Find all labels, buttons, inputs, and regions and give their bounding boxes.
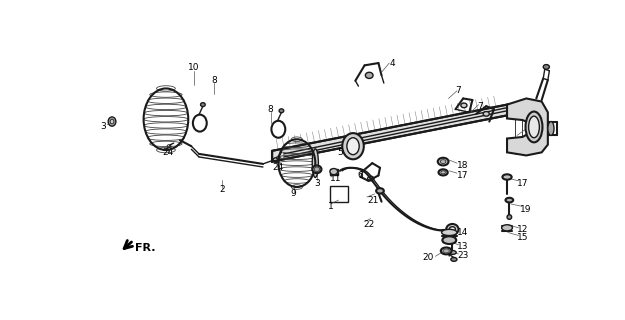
Ellipse shape xyxy=(312,149,318,178)
Text: 21: 21 xyxy=(367,196,378,204)
Ellipse shape xyxy=(439,169,448,175)
Ellipse shape xyxy=(442,229,457,236)
Text: 12: 12 xyxy=(517,225,528,234)
Text: 24: 24 xyxy=(162,148,174,157)
Ellipse shape xyxy=(529,116,539,138)
Ellipse shape xyxy=(461,103,467,108)
Ellipse shape xyxy=(312,165,321,173)
Text: 5: 5 xyxy=(338,148,343,157)
Text: FR.: FR. xyxy=(135,243,156,253)
Bar xyxy=(330,186,348,202)
Text: 10: 10 xyxy=(188,63,199,72)
Ellipse shape xyxy=(543,65,549,69)
Ellipse shape xyxy=(526,112,542,142)
Ellipse shape xyxy=(507,215,512,219)
Text: 8: 8 xyxy=(268,105,274,114)
Ellipse shape xyxy=(438,158,449,165)
Text: 3: 3 xyxy=(314,179,320,188)
Ellipse shape xyxy=(108,117,116,126)
Ellipse shape xyxy=(110,119,114,124)
Text: 24: 24 xyxy=(272,163,284,172)
Text: 18: 18 xyxy=(457,161,469,170)
Ellipse shape xyxy=(201,103,205,107)
Ellipse shape xyxy=(279,109,284,113)
Ellipse shape xyxy=(446,224,459,235)
Text: 23: 23 xyxy=(457,251,468,260)
Text: 17: 17 xyxy=(517,179,529,188)
Ellipse shape xyxy=(449,227,456,232)
Text: 1: 1 xyxy=(328,202,333,211)
Text: 11: 11 xyxy=(330,174,341,183)
Text: 3: 3 xyxy=(100,123,106,132)
Polygon shape xyxy=(507,99,548,156)
Text: 14: 14 xyxy=(457,228,468,237)
Polygon shape xyxy=(272,105,507,162)
Text: 19: 19 xyxy=(520,205,532,214)
Ellipse shape xyxy=(449,251,456,254)
Ellipse shape xyxy=(451,258,457,261)
Text: 7: 7 xyxy=(456,86,461,95)
Text: 9: 9 xyxy=(291,189,297,198)
Ellipse shape xyxy=(548,122,554,135)
Bar xyxy=(330,169,338,175)
Text: 6: 6 xyxy=(357,171,362,180)
Text: 2: 2 xyxy=(219,185,225,194)
Text: 4: 4 xyxy=(389,59,395,68)
Ellipse shape xyxy=(366,72,373,78)
Ellipse shape xyxy=(506,198,513,203)
Text: 13: 13 xyxy=(457,242,469,251)
Ellipse shape xyxy=(503,174,512,180)
Ellipse shape xyxy=(347,138,359,155)
Text: 20: 20 xyxy=(422,253,434,262)
Ellipse shape xyxy=(483,112,489,116)
Ellipse shape xyxy=(342,133,364,159)
Text: 7: 7 xyxy=(477,102,482,111)
Ellipse shape xyxy=(330,169,338,175)
Ellipse shape xyxy=(442,236,456,244)
Text: 22: 22 xyxy=(363,220,374,229)
Text: 16: 16 xyxy=(525,125,536,134)
Text: 15: 15 xyxy=(517,233,529,242)
Ellipse shape xyxy=(502,225,512,231)
Text: 17: 17 xyxy=(457,171,469,180)
Text: 8: 8 xyxy=(211,76,217,85)
Ellipse shape xyxy=(376,188,384,194)
Ellipse shape xyxy=(441,247,452,254)
